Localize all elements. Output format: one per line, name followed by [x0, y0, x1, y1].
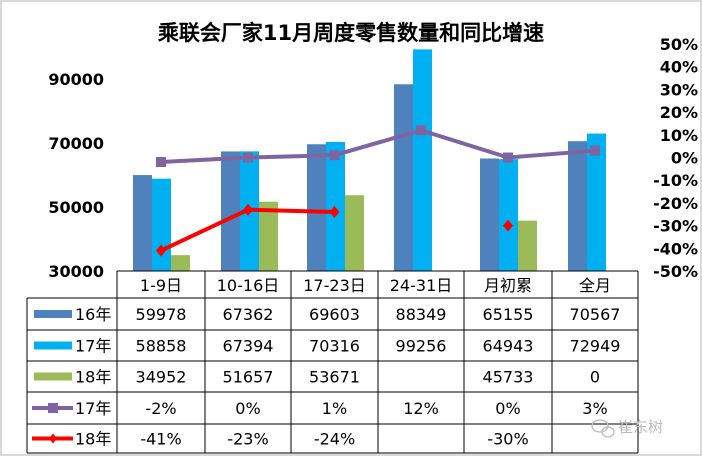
- point-17年: [243, 152, 253, 163]
- legend-key-18年: [34, 372, 72, 381]
- data-label: 72949: [570, 337, 621, 356]
- data-label: 88349: [396, 305, 447, 324]
- bar-16年: [394, 84, 413, 271]
- category-label: 17-23日: [303, 276, 366, 295]
- bar-17年: [326, 141, 345, 271]
- data-label: 70316: [309, 337, 360, 356]
- data-label: 64943: [483, 337, 534, 356]
- data-label: 58858: [136, 337, 187, 356]
- point-17年: [156, 157, 166, 168]
- point-18年: [329, 205, 340, 218]
- data-label: -23%: [227, 430, 268, 449]
- left-axis-tick: 70000: [48, 134, 104, 153]
- data-label: 12%: [403, 399, 439, 418]
- bar-16年: [480, 158, 499, 271]
- left-axis-tick: 50000: [48, 198, 104, 217]
- line-17年: [160, 128, 596, 165]
- point-17年: [329, 150, 340, 161]
- point-18年: [156, 244, 166, 257]
- point-17年: [416, 125, 426, 136]
- legend-key-marker: [49, 433, 57, 444]
- data-label: 0: [590, 368, 600, 387]
- watermark-text: 崔东树: [618, 418, 663, 436]
- bar-17年: [499, 159, 518, 271]
- data-label: 99256: [396, 337, 447, 356]
- bar-18年: [345, 195, 364, 271]
- right-axis-tick: -20%: [653, 194, 698, 213]
- bar-18年: [518, 220, 537, 271]
- data-label: 51657: [223, 368, 274, 387]
- bar-16年: [133, 175, 152, 271]
- wechat-icon: [591, 419, 615, 438]
- right-axis-tick: 10%: [660, 126, 698, 145]
- data-label: 34952: [136, 368, 187, 387]
- legend-label: 18年: [75, 368, 111, 387]
- data-label: -24%: [314, 430, 355, 449]
- data-label: -2%: [145, 399, 176, 418]
- chart-title: 乘联会厂家11月周度零售数量和同比增速: [157, 21, 544, 45]
- watermark: 崔东树: [591, 418, 663, 438]
- bar-17年: [152, 178, 171, 271]
- legend-key-17年: [34, 341, 72, 350]
- category-label: 10-16日: [217, 276, 280, 295]
- right-axis-tick: -10%: [653, 171, 698, 190]
- right-axis-tick: -50%: [653, 262, 698, 281]
- bar-18年: [259, 201, 278, 271]
- point-18年: [243, 203, 253, 216]
- right-axis-tick: -40%: [653, 239, 698, 258]
- data-label: 67394: [223, 337, 274, 356]
- bar-16年: [307, 144, 326, 271]
- data-label: 70567: [570, 305, 621, 324]
- right-axis-tick: 20%: [660, 103, 698, 122]
- data-label: 0%: [495, 399, 520, 418]
- data-label: -30%: [487, 430, 528, 449]
- legend-key-16年: [34, 310, 72, 318]
- legend-label: 16年: [75, 305, 111, 324]
- right-axis-tick: 0%: [671, 149, 698, 168]
- right-axis-tick: 30%: [660, 80, 698, 99]
- data-label: 3%: [582, 399, 607, 418]
- left-axis-tick: 90000: [48, 70, 104, 89]
- data-label: 69603: [309, 305, 360, 324]
- data-label: 45733: [483, 368, 534, 387]
- left-axis-tick: 30000: [48, 262, 104, 281]
- legend-label: 17年: [75, 399, 111, 418]
- category-label: 1-9日: [140, 276, 182, 295]
- right-axis-tick: -30%: [653, 217, 698, 236]
- legend-label: 17年: [75, 337, 111, 356]
- point-17年: [590, 145, 600, 156]
- bar-16年: [221, 151, 240, 271]
- category-label: 月初累: [484, 276, 532, 295]
- bar-18年: [171, 255, 190, 271]
- right-axis-tick: 40%: [660, 58, 698, 77]
- data-label: 1%: [322, 399, 347, 418]
- data-label: 65155: [483, 305, 534, 324]
- point-18年: [503, 219, 513, 232]
- category-label: 全月: [579, 276, 611, 295]
- right-axis-tick: 50%: [660, 35, 698, 54]
- data-label: 0%: [235, 399, 260, 418]
- data-label: 59978: [136, 305, 187, 324]
- point-17年: [503, 152, 513, 163]
- data-label: 67362: [223, 305, 274, 324]
- data-label: -41%: [140, 430, 181, 449]
- legend-label: 18年: [75, 430, 111, 449]
- legend-key-marker: [48, 403, 58, 413]
- category-label: 24-31日: [390, 276, 453, 295]
- bar-17年: [413, 49, 432, 271]
- bar-17年: [587, 133, 606, 271]
- bar-16年: [568, 141, 587, 271]
- data-label: 53671: [309, 368, 360, 387]
